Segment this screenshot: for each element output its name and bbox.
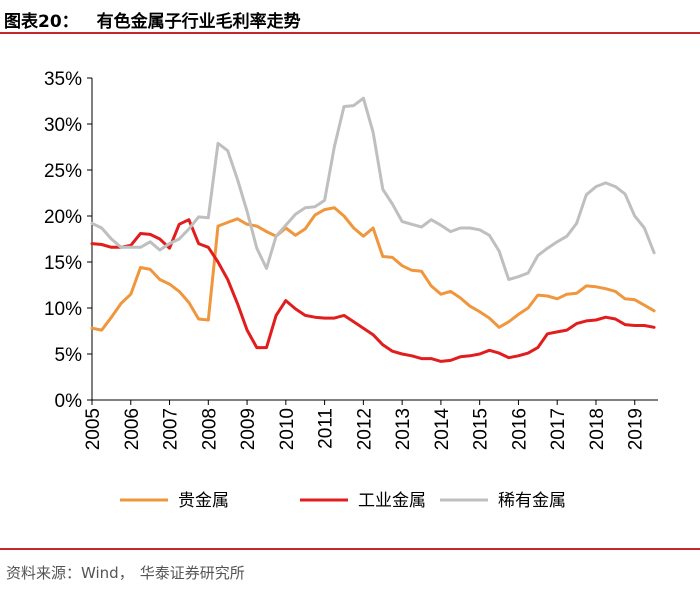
source-label: 资料来源：Wind， xyxy=(6,564,134,582)
chart-title: 图表20： 有色金属子行业毛利率走势 xyxy=(4,7,301,32)
y-tick-label: 5% xyxy=(55,345,83,366)
series-group xyxy=(90,96,656,363)
x-tick-label: 2006 xyxy=(122,408,143,450)
y-tick-label: 30% xyxy=(44,115,82,136)
x-tick-label: 2011 xyxy=(316,408,337,449)
x-tick-label: 2008 xyxy=(199,408,220,450)
x-tick-label: 2015 xyxy=(471,408,492,450)
y-tick-label: 15% xyxy=(44,253,82,274)
legend-label-3: 稀有金属 xyxy=(498,491,566,511)
x-tick-label: 2012 xyxy=(354,408,375,450)
x-tick-label: 2007 xyxy=(161,408,182,450)
x-tick-label: 2017 xyxy=(548,408,569,450)
x-tick-label: 2010 xyxy=(277,408,298,450)
x-tick-label: 2009 xyxy=(238,408,259,450)
series-line-1 xyxy=(90,206,656,332)
figure-number: 图表20： xyxy=(4,12,79,32)
source-org: 华泰证券研究所 xyxy=(139,564,245,582)
y-tick-label: 35% xyxy=(44,69,82,90)
x-tick-label: 2005 xyxy=(83,408,104,450)
x-tick-label: 2014 xyxy=(432,408,453,451)
y-tick-label: 0% xyxy=(55,391,83,412)
series-line-2 xyxy=(90,218,656,363)
y-tick-label: 10% xyxy=(44,299,82,320)
footer-divider xyxy=(0,548,700,550)
axes: 0% 5% 10% 15% 20% 25% 30% 35% 2005 2006 2007 2008 20… xyxy=(44,69,658,450)
legend: 贵金属 工业金属 稀有金属 xyxy=(120,491,566,511)
x-tick-label: 2019 xyxy=(626,408,647,450)
y-tick-label: 20% xyxy=(44,207,82,228)
legend-label-1: 贵金属 xyxy=(178,491,229,511)
x-tick-label: 2018 xyxy=(587,408,608,450)
legend-label-2: 工业金属 xyxy=(358,491,426,511)
x-tick-label: 2013 xyxy=(393,408,414,450)
source-note: 资料来源：Wind， 华泰证券研究所 xyxy=(6,562,245,583)
header-divider xyxy=(0,32,700,34)
y-tick-label: 25% xyxy=(44,161,82,182)
series-line-3 xyxy=(90,96,656,281)
x-tick-label: 2016 xyxy=(509,408,530,450)
figure-title: 有色金属子行业毛利率走势 xyxy=(96,12,301,32)
